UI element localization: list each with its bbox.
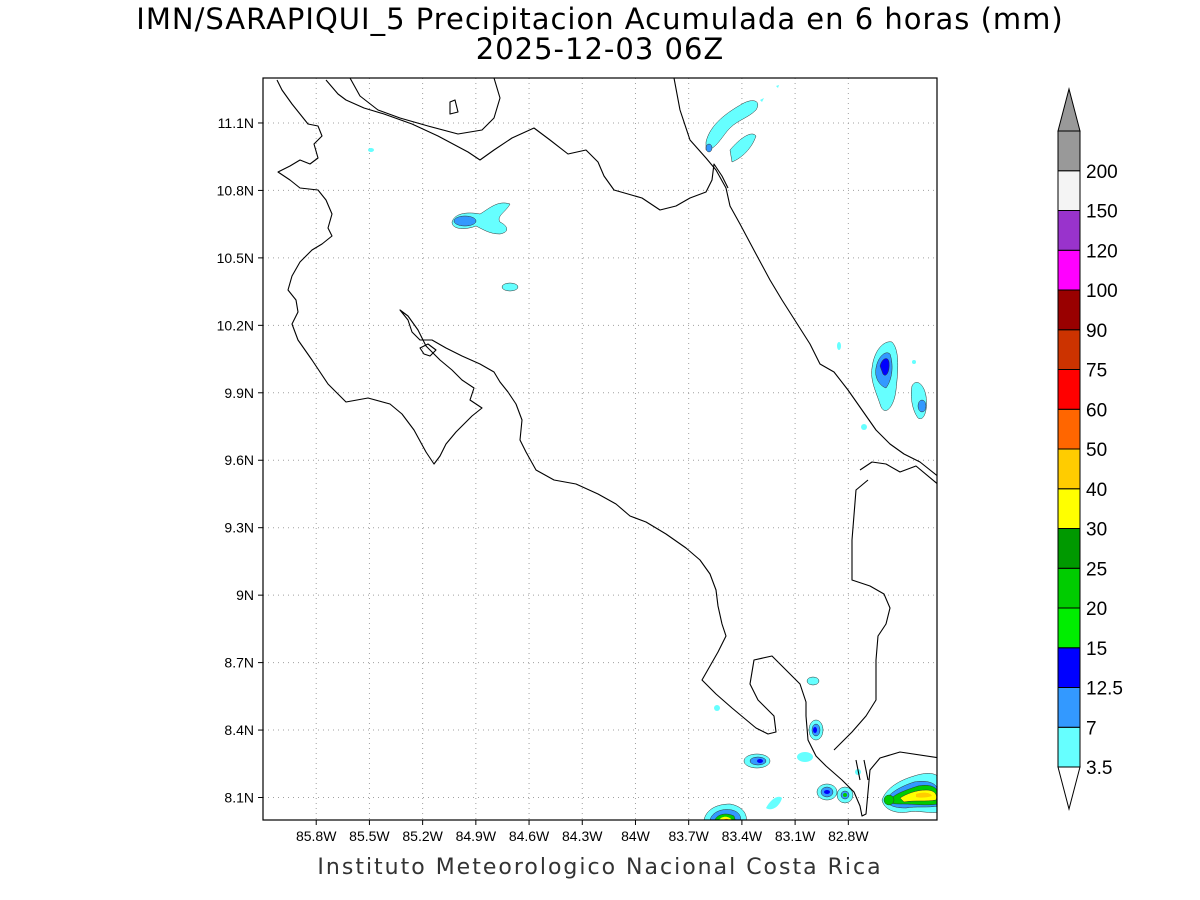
legend-label: 50 — [1086, 440, 1107, 461]
lat-tick-label: 10.2N — [217, 317, 254, 333]
lat-tick-label: 8.7N — [224, 655, 254, 671]
map-datetime: 2025-12-03 06Z — [475, 32, 725, 66]
legend-label: 200 — [1086, 162, 1118, 183]
color-legend: 3.5 7 12.5 15 20 25 30 40 50 60 75 90 100 120 150 200 — [1057, 87, 1123, 811]
legend-label: 90 — [1086, 321, 1107, 342]
legend-bottom-arrow — [1057, 766, 1081, 811]
legend-swatch — [1057, 170, 1081, 211]
legend-label: 40 — [1086, 480, 1107, 501]
lat-tick-label: 10.5N — [217, 250, 254, 266]
lat-tick-label: 9.9N — [224, 385, 254, 401]
lon-tick-label: 83.1W — [775, 828, 816, 844]
precip-cell — [703, 676, 937, 820]
legend-label: 30 — [1086, 520, 1107, 541]
legend-swatch — [1057, 369, 1081, 410]
legend-swatch — [1057, 408, 1081, 450]
lat-tick-label: 9.6N — [224, 452, 254, 468]
lat-lon-grid — [263, 78, 937, 820]
lon-tick-label: 83.4W — [722, 828, 763, 844]
legend-label: 15 — [1086, 639, 1107, 660]
legend-swatch — [1057, 130, 1081, 172]
lat-tick-label: 9N — [236, 587, 254, 603]
longitude-labels: 85.8W 85.5W 85.2W 84.9W 84.6W 84.3W 84W 83.7W 83… — [296, 820, 869, 844]
lon-tick-label: 85.2W — [402, 828, 443, 844]
legend-top-arrow — [1057, 87, 1081, 132]
map-title: IMN/SARAPIQUI_5 Precipitacion Acumulada … — [136, 2, 1064, 36]
precip-cell — [837, 341, 927, 430]
legend-label: 7 — [1086, 718, 1097, 739]
lon-tick-label: 84.6W — [509, 828, 550, 844]
latitude-labels: 11.1N 10.8N 10.5N 10.2N 9.9N 9.6N 9.3N 9N 8.7N 8.… — [217, 115, 263, 806]
legend-label: 120 — [1086, 241, 1118, 262]
legend-swatch — [1057, 647, 1081, 688]
legend-label: 12.5 — [1086, 679, 1123, 700]
legend-swatch — [1057, 448, 1081, 490]
precip-cell — [705, 85, 779, 163]
legend-label: 60 — [1086, 400, 1107, 421]
lat-tick-label: 9.3N — [224, 520, 254, 536]
legend-swatch — [1057, 607, 1081, 649]
legend-swatch — [1057, 210, 1081, 251]
legend-swatch — [1057, 289, 1081, 331]
legend-swatch — [1057, 329, 1081, 370]
lon-tick-label: 84W — [621, 828, 651, 844]
lat-tick-label: 8.4N — [224, 722, 254, 738]
legend-label: 20 — [1086, 599, 1107, 620]
legend-swatch — [1057, 488, 1081, 529]
lat-tick-label: 8.1N — [224, 790, 254, 806]
legend-swatch — [1057, 726, 1081, 768]
precip-cell — [368, 148, 519, 292]
lon-tick-label: 84.3W — [562, 828, 603, 844]
legend-swatch — [1057, 687, 1081, 728]
precipitation-layer — [368, 85, 937, 820]
legend-label: 75 — [1086, 361, 1107, 382]
lon-tick-label: 85.5W — [349, 828, 390, 844]
lon-tick-label: 83.7W — [668, 828, 709, 844]
coastline — [276, 78, 937, 817]
lon-tick-label: 85.8W — [296, 828, 337, 844]
lat-tick-label: 11.1N — [218, 115, 254, 131]
legend-label: 100 — [1086, 281, 1118, 302]
legend-label: 150 — [1086, 202, 1118, 223]
lon-tick-label: 82.8W — [828, 828, 869, 844]
lat-tick-label: 10.8N — [217, 182, 254, 198]
lon-tick-label: 84.9W — [456, 828, 497, 844]
legend-swatch — [1057, 249, 1081, 291]
legend-label: 3.5 — [1086, 758, 1112, 779]
legend-swatch — [1057, 528, 1081, 569]
legend-swatch — [1057, 567, 1081, 609]
footer-credit: Instituto Meteorologico Nacional Costa R… — [317, 855, 883, 880]
legend-label: 25 — [1086, 559, 1107, 580]
map-frame — [262, 77, 938, 821]
